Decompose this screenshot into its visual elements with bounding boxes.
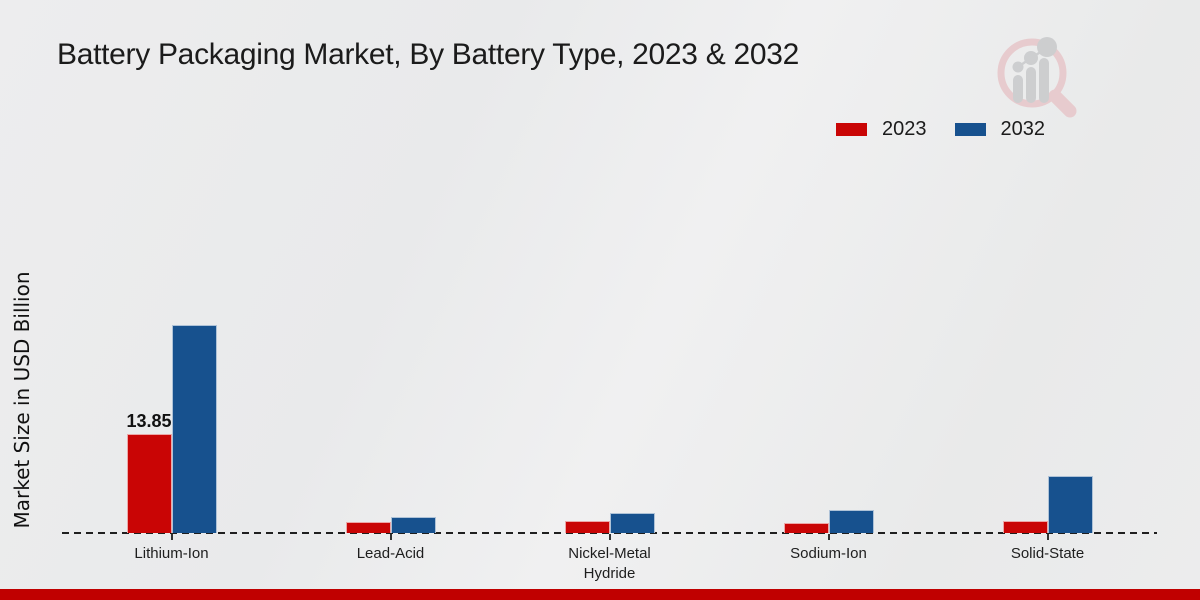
bar-2032-sodium-ion	[828, 510, 874, 533]
x-axis-baseline	[62, 532, 1157, 534]
legend-swatch-2023	[836, 123, 867, 136]
bar-2023-nickel-metal-hydride	[564, 520, 610, 533]
category-label-lead-acid: Lead-Acid	[356, 545, 425, 562]
category-label-nickel-metal-hydride: Nickel-Metal Hydride	[568, 545, 651, 582]
bar-2032-lead-acid	[390, 516, 436, 533]
bar-value-label: 13.85	[126, 411, 172, 431]
plot-area: 13.85 Lithium-Ion Lead-Acid Nickel-Metal Hy…	[62, 0, 1157, 600]
legend-item-2023: 2023	[836, 118, 927, 141]
footer-accent-bar	[0, 589, 1200, 600]
bar-2023-lead-acid	[345, 521, 391, 533]
bar-2023-solid-state	[1002, 520, 1048, 533]
bar-group-solid-state: Solid-State	[938, 0, 1157, 562]
bar-2023-sodium-ion	[783, 523, 829, 533]
category-label-lithium-ion: Lithium-Ion	[134, 545, 209, 562]
category-tick	[608, 534, 611, 540]
category-tick	[170, 534, 173, 540]
legend-label-2032: 2032	[1000, 118, 1046, 140]
bar-2032-solid-state	[1047, 475, 1093, 533]
magnifier-barchart-logo-icon	[997, 37, 1077, 118]
category-tick	[1046, 534, 1049, 540]
category-label-solid-state: Solid-State	[1010, 545, 1085, 562]
chart-title: Battery Packaging Market, By Battery Typ…	[57, 38, 800, 71]
bar-group-lithium-ion: 13.85 Lithium-Ion	[62, 0, 281, 562]
legend-swatch-2032	[954, 123, 986, 136]
bar-2023-lithium-ion: 13.85	[126, 411, 172, 533]
y-axis-label: Market Size in USD Billion	[10, 271, 34, 529]
bar-group-sodium-ion: Sodium-Ion	[719, 0, 938, 562]
bar-groups: 13.85 Lithium-Ion Lead-Acid Nickel-Metal Hy…	[62, 0, 1157, 582]
legend: 2023 2032	[836, 118, 1045, 141]
bar-2032-nickel-metal-hydride	[609, 513, 655, 533]
category-tick	[389, 534, 392, 540]
legend-label-2023: 2023	[882, 118, 927, 140]
category-tick	[827, 534, 830, 540]
bar-group-lead-acid: Lead-Acid	[281, 0, 500, 562]
legend-item-2032: 2032	[954, 118, 1046, 141]
bar-2032-lithium-ion	[171, 325, 217, 533]
bar-group-nickel-metal-hydride: Nickel-Metal Hydride	[500, 0, 719, 582]
category-label-sodium-ion: Sodium-Ion	[790, 545, 867, 562]
